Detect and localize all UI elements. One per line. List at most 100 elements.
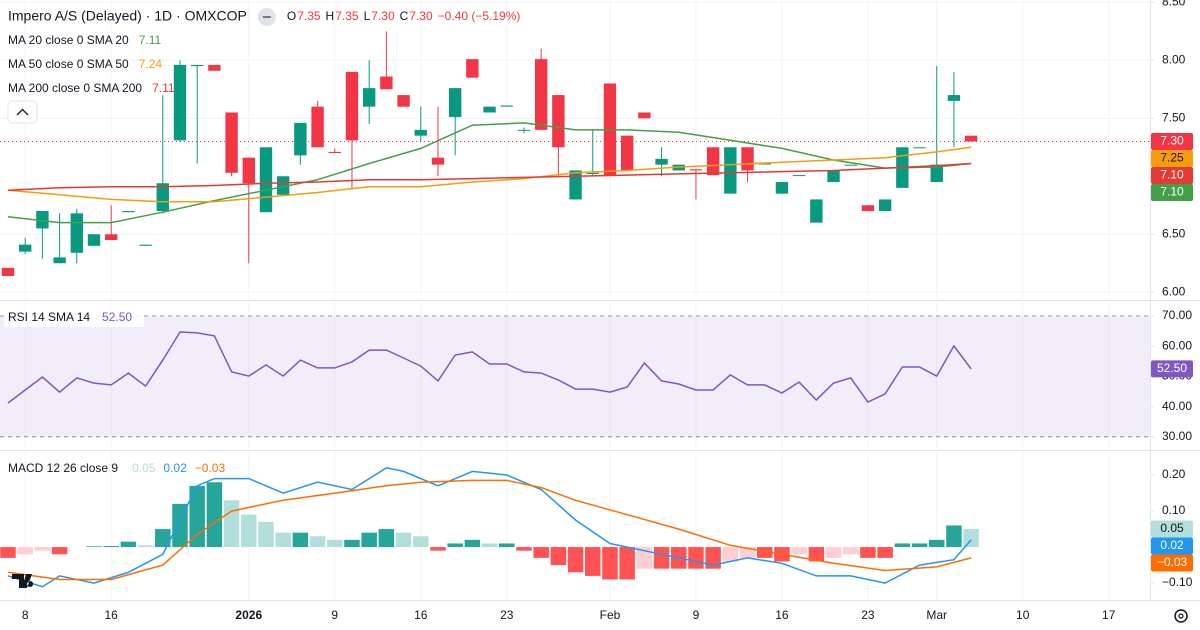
candle-body <box>655 158 668 165</box>
tv-logo[interactable] <box>12 574 34 588</box>
price-label: 7.25 <box>1160 151 1184 165</box>
ma-line <box>7 122 972 224</box>
candle-body <box>724 147 737 194</box>
histogram-bar <box>378 529 395 548</box>
histogram-bar <box>327 539 343 548</box>
settings-button[interactable] <box>1174 609 1188 623</box>
x-tick-label: Mar <box>926 608 947 622</box>
ohlc-value: 7.30 <box>371 9 395 23</box>
histogram-bar <box>241 514 257 548</box>
candle-body <box>586 172 599 174</box>
histogram-bar <box>516 547 532 551</box>
price-label: 0.02 <box>1160 538 1184 552</box>
candle-body <box>70 213 83 253</box>
histogram-bar <box>172 503 188 548</box>
candle-body <box>190 64 204 67</box>
histogram-bar <box>275 532 291 548</box>
legend-value: 52.50 <box>102 310 132 324</box>
candle-body <box>483 106 496 113</box>
histogram-bar <box>17 547 33 555</box>
price-label-box <box>1151 166 1193 184</box>
legend-value: 7.11 <box>139 33 162 47</box>
x-tick-label: 23 <box>861 608 875 622</box>
candle-body <box>878 199 892 212</box>
candle-body <box>173 64 187 141</box>
histogram-bar <box>86 546 102 548</box>
histogram-bar <box>877 547 893 558</box>
candle-body <box>19 244 32 252</box>
x-tick-label: 16 <box>414 608 428 622</box>
legend-value: 0.05 <box>132 461 156 475</box>
x-tick-label: 10 <box>1016 608 1030 622</box>
candle-body <box>380 76 393 90</box>
candle-body <box>87 234 101 246</box>
x-tick-label: 16 <box>105 608 119 622</box>
histogram-bar <box>567 547 584 573</box>
candle-body <box>328 151 341 154</box>
candle-body <box>122 211 135 213</box>
legend-name: MACD 12 26 close 9 <box>8 461 118 475</box>
ohlc-key: O <box>287 9 296 23</box>
candle-body <box>466 59 479 78</box>
histogram-bar <box>757 547 773 558</box>
histogram-bar <box>137 545 154 548</box>
legend-name: MA 50 close 0 SMA 50 <box>8 57 129 71</box>
candle-body <box>844 164 857 166</box>
candle-body <box>947 95 961 101</box>
y-tick-label: 6.50 <box>1162 226 1186 240</box>
candle-body <box>758 163 771 165</box>
histogram-bar <box>361 532 377 548</box>
collapse-box[interactable] <box>7 100 38 124</box>
ohlc-value: 7.35 <box>335 9 359 23</box>
x-tick-label: 2026 <box>235 608 262 622</box>
histogram-bar <box>223 500 240 548</box>
rsi-band <box>0 315 1150 437</box>
histogram-bar <box>533 547 549 558</box>
x-tick-label: 8 <box>22 608 29 622</box>
candle-body <box>225 112 238 173</box>
histogram-bar <box>309 536 326 548</box>
histogram-bar <box>619 547 635 580</box>
gear-hub <box>1178 613 1184 619</box>
y-tick-label: 7.50 <box>1162 110 1186 124</box>
y-tick-label: 70.00 <box>1162 308 1192 322</box>
candle-body <box>689 169 703 171</box>
y-tick-label: 60.00 <box>1162 338 1192 352</box>
price-label-box <box>1151 183 1193 201</box>
gear <box>1174 609 1188 623</box>
ohlc-key: L <box>364 9 371 23</box>
candle-body <box>569 170 582 200</box>
histogram-bar <box>808 547 825 562</box>
histogram-bar <box>413 536 429 548</box>
candle-body <box>345 71 359 141</box>
price-label: −0.03 <box>1157 555 1188 569</box>
candle-body <box>397 95 410 107</box>
histogram-bar <box>34 547 51 551</box>
ma-line <box>7 162 972 191</box>
candle-body <box>517 129 531 131</box>
candle-body <box>775 182 789 194</box>
candle-body <box>534 59 548 130</box>
candle-body <box>242 157 255 184</box>
candle-body <box>294 122 307 156</box>
histogram-bar <box>705 547 721 569</box>
x-tick-label: 23 <box>500 608 514 622</box>
collapse-button[interactable] <box>7 100 38 124</box>
histogram-bar <box>636 547 653 569</box>
ma-line <box>7 146 972 203</box>
candle-body <box>431 157 445 165</box>
histogram-bar <box>103 545 119 548</box>
x-tick-label: 9 <box>693 608 700 622</box>
y-tick-label: 0.10 <box>1162 503 1186 517</box>
candle-body <box>259 147 273 213</box>
histogram-bar <box>963 529 979 548</box>
price-label-box <box>1151 132 1193 150</box>
candle-body <box>964 135 978 142</box>
histogram-bar <box>499 543 515 548</box>
candle-body <box>913 147 926 149</box>
histogram-bar <box>894 543 911 548</box>
legend-name: MA 20 close 0 SMA 20 <box>8 33 129 47</box>
histogram-bar <box>946 525 962 548</box>
price-label-box <box>1151 554 1193 572</box>
